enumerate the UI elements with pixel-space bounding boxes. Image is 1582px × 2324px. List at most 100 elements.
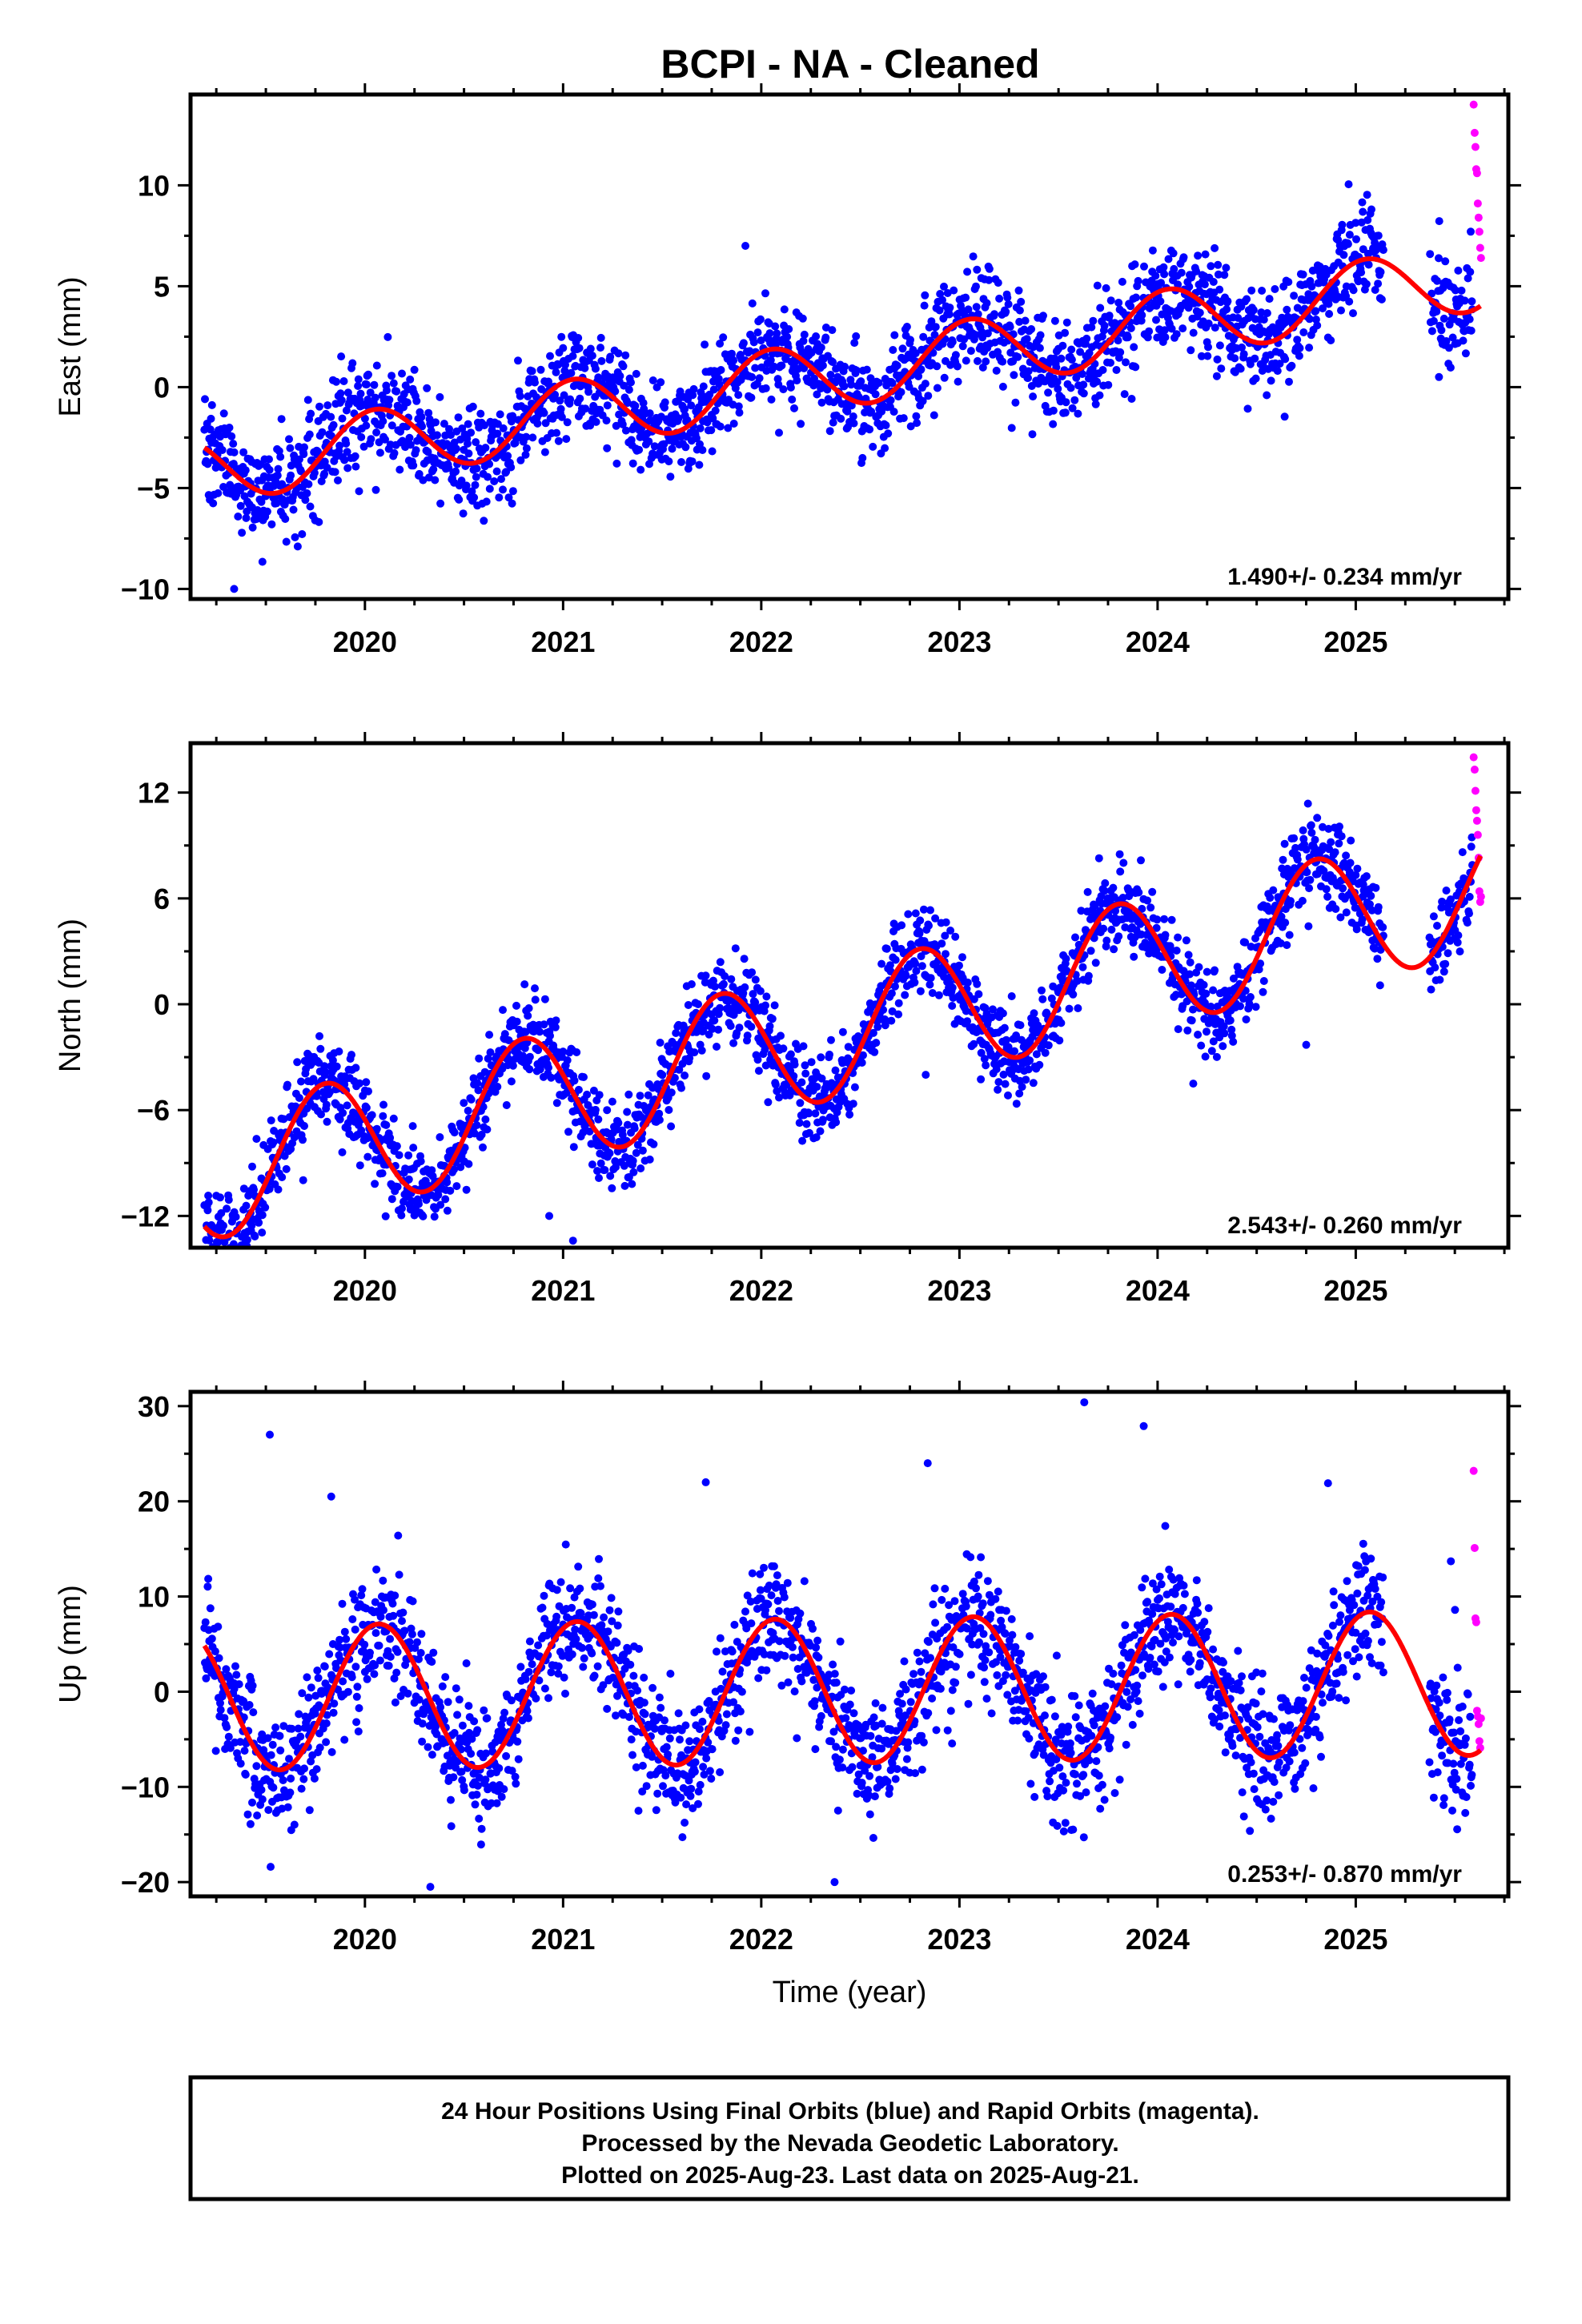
final-orbit-point (1202, 989, 1211, 998)
final-orbit-point (766, 356, 775, 364)
final-orbit-point (1016, 1021, 1025, 1030)
final-orbit-point (351, 462, 360, 471)
final-orbit-point (747, 1023, 756, 1031)
final-orbit-point (371, 485, 380, 494)
final-orbit-point (812, 332, 821, 340)
final-orbit-point (633, 1140, 642, 1149)
final-orbit-point (837, 414, 845, 423)
final-orbit-point (248, 1681, 257, 1690)
final-orbit-point (370, 1670, 379, 1679)
final-orbit-point (242, 513, 251, 522)
final-orbit-point (522, 444, 531, 452)
final-orbit-point (278, 480, 287, 489)
final-orbit-point (1195, 308, 1204, 317)
final-orbit-point (422, 1196, 431, 1204)
final-orbit-point (719, 333, 728, 342)
final-orbit-point (219, 1269, 227, 1277)
final-orbit-point (204, 1574, 213, 1583)
final-orbit-point (1367, 906, 1376, 915)
final-orbit-point (925, 323, 934, 332)
final-orbit-point (1446, 364, 1455, 372)
final-orbit-point (741, 983, 749, 991)
final-orbit-point (487, 1061, 496, 1070)
final-orbit-point (1199, 980, 1208, 989)
final-orbit-point (1467, 326, 1476, 335)
final-orbit-point (1130, 343, 1138, 352)
final-orbit-point (335, 1047, 343, 1055)
final-orbit-point (1174, 933, 1182, 942)
final-orbit-point (468, 487, 476, 496)
final-orbit-point (849, 412, 857, 420)
final-orbit-point (1256, 959, 1265, 968)
final-orbit-point (415, 1655, 423, 1663)
final-orbit-point (594, 373, 603, 382)
final-orbit-point (470, 493, 479, 502)
x-tick-label: 2021 (531, 1274, 595, 1307)
final-orbit-point (507, 1077, 516, 1086)
final-orbit-point (242, 1201, 251, 1210)
final-orbit-point (1338, 220, 1347, 229)
final-orbit-point (1222, 263, 1231, 272)
final-orbit-point (214, 1253, 222, 1261)
final-orbit-point (287, 471, 295, 480)
final-orbit-point (670, 1074, 679, 1082)
final-orbit-point (286, 1788, 295, 1797)
final-orbit-point (919, 905, 928, 914)
final-orbit-point (564, 1128, 572, 1136)
final-orbit-point (483, 1125, 492, 1134)
final-orbit-point (962, 356, 970, 365)
final-orbit-point (493, 1083, 502, 1091)
final-orbit-point (1429, 912, 1438, 921)
final-orbit-point (434, 1191, 443, 1200)
rapid-orbit-point (1472, 169, 1481, 178)
final-orbit-point (467, 428, 476, 437)
final-orbit-point (992, 366, 1001, 375)
final-orbit-point (488, 1747, 497, 1756)
final-orbit-point (799, 336, 808, 345)
final-orbit-point (258, 1795, 267, 1803)
final-orbit-point (383, 386, 391, 395)
final-orbit-point (249, 1708, 258, 1717)
final-orbit-point (881, 444, 889, 452)
final-orbit-point (322, 1719, 331, 1727)
final-orbit-point (611, 387, 620, 396)
final-orbit-point (556, 396, 564, 405)
final-orbit-point (432, 1730, 441, 1739)
final-orbit-point (1039, 312, 1047, 320)
final-orbit-point (379, 1112, 387, 1120)
final-orbit-point (1087, 323, 1096, 332)
final-orbit-point (323, 401, 332, 410)
final-orbit-point (559, 344, 568, 352)
final-orbit-point (372, 1565, 381, 1574)
final-orbit-point (327, 412, 335, 421)
final-orbit-point (1214, 260, 1223, 269)
final-orbit-point (200, 425, 209, 434)
final-orbit-point (525, 1065, 534, 1074)
final-orbit-point (1352, 235, 1360, 243)
final-orbit-point (354, 375, 363, 384)
rapid-orbit-point (1469, 100, 1478, 109)
final-orbit-point (614, 349, 623, 358)
final-orbit-point (805, 1128, 813, 1137)
final-orbit-point (1435, 217, 1443, 226)
final-orbit-point (921, 380, 930, 388)
final-orbit-point (825, 427, 834, 436)
final-orbit-point (1427, 985, 1435, 994)
final-orbit-point (295, 455, 303, 464)
final-orbit-point (911, 959, 920, 968)
final-orbit-point (457, 476, 466, 485)
final-orbit-point (771, 1080, 780, 1089)
final-orbit-point (323, 1711, 331, 1719)
final-orbit-point (271, 1723, 280, 1732)
final-orbit-point (974, 310, 982, 319)
final-orbit-point (1146, 903, 1155, 912)
final-orbit-point (1167, 324, 1176, 333)
final-orbit-point (1283, 941, 1291, 950)
final-orbit-point (372, 428, 381, 436)
final-orbit-point (921, 291, 930, 300)
final-orbit-point (1377, 295, 1386, 304)
final-orbit-point (1015, 317, 1024, 326)
final-orbit-point (391, 1591, 400, 1600)
final-orbit-point (248, 1798, 256, 1807)
final-orbit-point (219, 1221, 227, 1230)
